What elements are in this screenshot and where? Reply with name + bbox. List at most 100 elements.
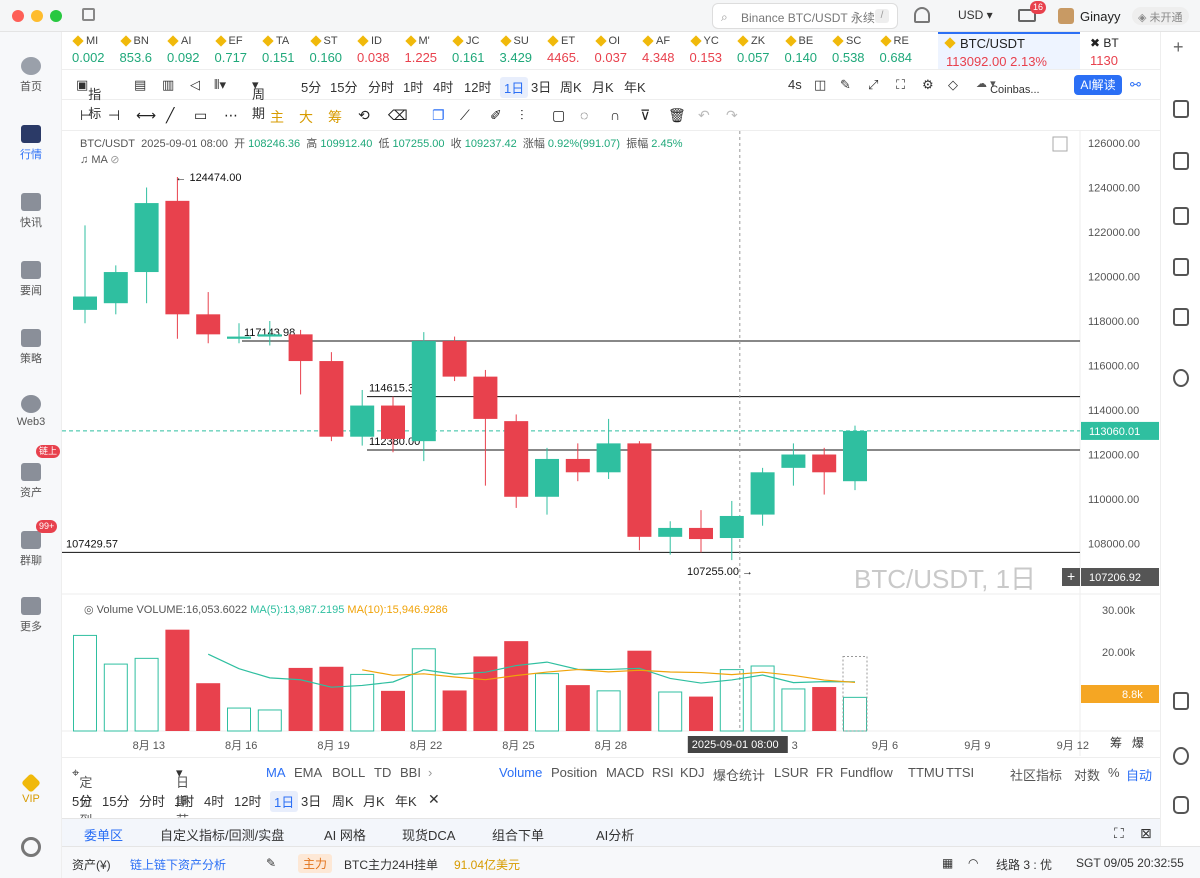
quick-period-option[interactable]: 周K [332, 794, 354, 809]
currency-select[interactable]: USD ▾ [958, 8, 993, 22]
expand-icon[interactable]: ⤢ [868, 77, 879, 92]
quick-period-option[interactable]: 1时 [174, 794, 195, 809]
ticker-item[interactable]: JC 0.161 [452, 35, 514, 65]
ticker-item[interactable]: OI 0.037 [595, 35, 657, 65]
asset-analysis-link[interactable]: 链上链下资产分析 [130, 858, 227, 872]
list-doc-icon[interactable] [1173, 308, 1189, 326]
active-ticker-tab[interactable]: BTC/USDT 113092.00 2.13% [938, 32, 1080, 69]
eraser-tool-icon[interactable]: ⌫ [388, 107, 408, 123]
connection-line[interactable]: 线路 3 : 优 [996, 858, 1053, 872]
log-scale-toggle[interactable]: 对数 [1074, 768, 1101, 783]
redo-icon[interactable]: ↷ [726, 107, 738, 123]
calculator-icon[interactable]: ▦ [942, 856, 954, 870]
ticker-item[interactable]: MI 0.002 [72, 35, 134, 65]
ticker-item[interactable]: YC 0.153 [690, 35, 752, 65]
avatar[interactable] [1058, 8, 1074, 24]
sidebar-item-chat[interactable]: 群聊 [0, 531, 62, 568]
calendar-tool-icon[interactable]: ▤ [134, 77, 147, 92]
period-option[interactable]: 12时 [464, 80, 492, 95]
brush-tool-icon[interactable]: ✐ [490, 107, 502, 123]
candlestick-chart[interactable]: 126000.00 124000.00 122000.00 120000.00 1180… [62, 131, 1160, 756]
period-option[interactable]: 3日 [531, 80, 552, 95]
ticker-item[interactable]: EF 0.717 [215, 35, 277, 65]
period-select[interactable]: 周期 ▾ [252, 77, 266, 121]
minimize-window-button[interactable] [31, 10, 43, 22]
period-option[interactable]: 周K [560, 80, 582, 95]
maximize-window-button[interactable] [50, 10, 62, 22]
horizontal-ray-tool-icon[interactable]: ⊣ [108, 107, 121, 123]
sub-indicator-tab[interactable]: MACD [606, 765, 645, 780]
sub-indicator-tab[interactable]: LSUR [774, 765, 809, 780]
username[interactable]: Ginayy [1080, 9, 1121, 24]
bottom-tab[interactable]: AI 网格 [324, 828, 366, 843]
sub-indicator-tab[interactable]: TTSI [946, 765, 975, 780]
edit-note-icon[interactable]: ✎ [266, 856, 277, 870]
ai-interpret-button[interactable]: AI解读 [1074, 75, 1122, 95]
ticker-item[interactable]: SC 0.538 [832, 35, 894, 65]
ticker-item[interactable]: RE 0.684 [880, 35, 942, 65]
magnet-tool-icon[interactable]: ∩ [610, 107, 621, 123]
search-input[interactable]: ⌕ Binance BTC/USDT 永续 / [712, 3, 898, 29]
sub-indicator-tab[interactable]: Volume [499, 765, 543, 780]
layers-icon[interactable]: ◇ [948, 77, 958, 92]
add-icon[interactable]: + [1173, 37, 1184, 57]
quick-period-option[interactable]: 12时 [234, 794, 262, 809]
main-indicator-tab[interactable]: BOLL [332, 765, 366, 780]
close-window-button[interactable] [12, 10, 24, 22]
main-indicator-tab[interactable]: MA [266, 765, 286, 780]
trend-chart-icon[interactable] [1173, 207, 1189, 225]
message-bubble-icon[interactable] [1173, 796, 1189, 814]
ticker-item[interactable]: ID 0.038 [357, 35, 419, 65]
percent-scale-toggle[interactable]: % [1108, 765, 1120, 780]
bottom-tab[interactable]: 现货DCA [402, 828, 456, 843]
layout-panel-icon[interactable] [1173, 692, 1189, 710]
quick-period-option[interactable]: 月K [363, 794, 385, 809]
sub-indicator-tab[interactable]: Position [551, 765, 598, 780]
ticker-item[interactable]: ZK 0.057 [737, 35, 799, 65]
alert-icon[interactable]: ♫ [80, 154, 89, 166]
big-order-tool[interactable]: 大 [299, 109, 313, 125]
edit-icon[interactable]: ✎ [840, 77, 851, 92]
horizontal-line-tool-icon[interactable]: ⟷ [136, 107, 157, 123]
camera-icon[interactable]: ◫ [814, 77, 827, 92]
document-icon[interactable] [1173, 100, 1189, 118]
price-chart[interactable]: 126000.00 124000.00 122000.00 120000.00 1180… [62, 131, 1160, 756]
sidebar-item-vip[interactable]: VIP [0, 773, 62, 805]
layout-tool-icon[interactable]: ▥ [162, 77, 175, 92]
period-option[interactable]: 1时 [403, 80, 424, 95]
main-indicator-tab[interactable]: EMA [294, 765, 323, 780]
bottom-tab[interactable]: 委单区 [84, 828, 124, 843]
refresh-interval[interactable]: 4s [788, 77, 802, 92]
main-inds-next-icon[interactable]: › [428, 765, 433, 780]
date-range-select[interactable]: 日期范围 ▾ [176, 765, 190, 847]
mail-icon[interactable] [1018, 9, 1036, 22]
sidebar-item-more[interactable]: 更多 [0, 597, 62, 634]
close-tab-icon[interactable]: ✖ [1090, 36, 1101, 50]
sub-indicator-tab[interactable]: TTMU [908, 765, 945, 780]
period-option[interactable]: 4时 [433, 80, 454, 95]
ruler-tool-icon[interactable]: ⟋ [460, 107, 470, 123]
settings-icon[interactable]: ⚙ [922, 77, 934, 92]
candle-type-icon[interactable]: ⫴▾ [214, 77, 226, 92]
period-option[interactable]: 1日 [500, 77, 529, 98]
hide-eye-icon[interactable]: ⊘ [110, 154, 120, 166]
ticker-item[interactable]: BN 853.6 [120, 35, 182, 65]
bell-icon[interactable] [914, 7, 930, 23]
sub-indicator-tab[interactable]: FR [816, 765, 834, 780]
quick-period-option[interactable]: 分时 [139, 794, 166, 809]
main-indicator-tab[interactable]: BBI [400, 765, 421, 780]
sidebar-item-strategy[interactable]: 策略 [0, 329, 62, 366]
new-tab-icon[interactable] [82, 8, 95, 21]
delete-tool-icon[interactable]: 🗑 [668, 107, 686, 123]
sidebar-item-home[interactable]: 首页 [0, 57, 62, 94]
quick-period-option[interactable]: 4时 [204, 794, 225, 809]
ticker-item[interactable]: M' 1.225 [405, 35, 467, 65]
bottom-tab[interactable]: 组合下单 [492, 828, 545, 843]
hide-tool-icon[interactable]: ◌ [580, 107, 589, 123]
trendline-tool-icon[interactable]: ╱ [166, 107, 175, 123]
panel-expand-icon[interactable]: ⛶ [1114, 825, 1124, 841]
period-option[interactable]: 15分 [330, 80, 358, 95]
exchange-icon[interactable] [1173, 369, 1189, 387]
filter-tool-icon[interactable]: ⊽ [640, 107, 651, 123]
period-option[interactable]: 年K [624, 80, 646, 95]
